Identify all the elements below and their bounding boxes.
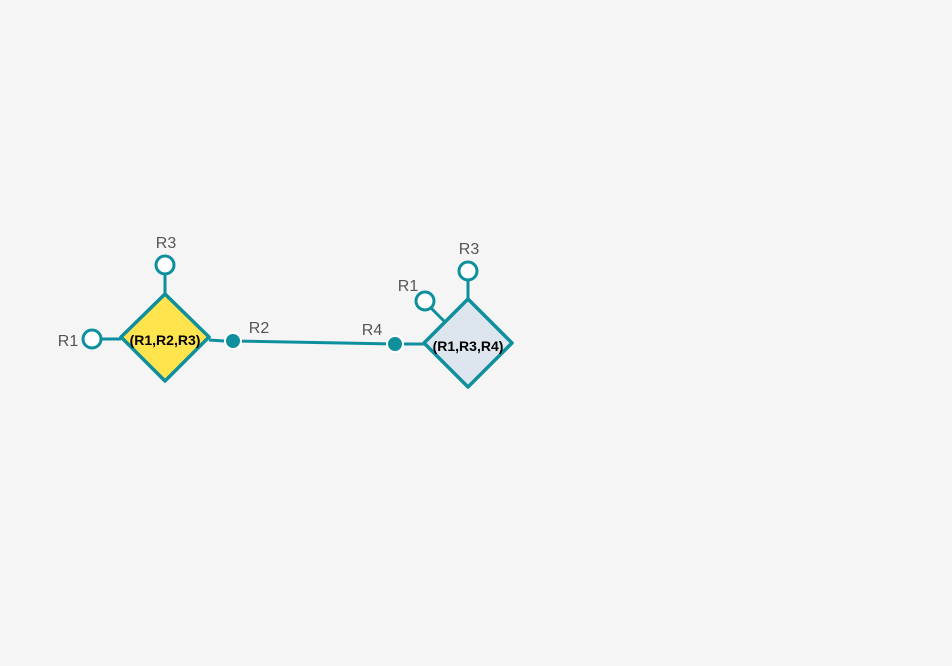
bond-edge-r2-r4[interactable] bbox=[232, 339, 396, 346]
node-1-r2-label: R2 bbox=[249, 320, 270, 337]
node-2-r1-label: R1 bbox=[398, 278, 419, 295]
node-1-r2-attachment[interactable] bbox=[224, 332, 242, 350]
node-1-r3-attachment[interactable] bbox=[154, 254, 176, 276]
node-2-r1-attachment[interactable] bbox=[414, 290, 436, 312]
node-2-r4-attachment[interactable] bbox=[386, 335, 404, 353]
node-2-r4-label: R4 bbox=[362, 322, 383, 339]
node-1-r3-label: R3 bbox=[156, 235, 177, 252]
node-2-label: (R1,R3,R4) bbox=[433, 338, 504, 354]
node-2-r1-connector bbox=[429, 306, 448, 325]
node-2-r3-label: R3 bbox=[459, 241, 480, 258]
node-1-r1-attachment[interactable] bbox=[81, 328, 103, 350]
node-1-r2-connector bbox=[208, 338, 225, 343]
node-1-label: (R1,R2,R3) bbox=[130, 332, 201, 348]
node-2[interactable]: (R1,R3,R4) R1 R3 R4 bbox=[362, 241, 514, 389]
node-1[interactable]: (R1,R2,R3) R1 R3 R2 bbox=[58, 235, 270, 383]
node-2-r3-attachment[interactable] bbox=[457, 260, 479, 282]
node-1-diamond[interactable] bbox=[119, 292, 211, 383]
node-2-diamond[interactable] bbox=[422, 297, 514, 389]
node-1-r1-label: R1 bbox=[58, 333, 79, 350]
